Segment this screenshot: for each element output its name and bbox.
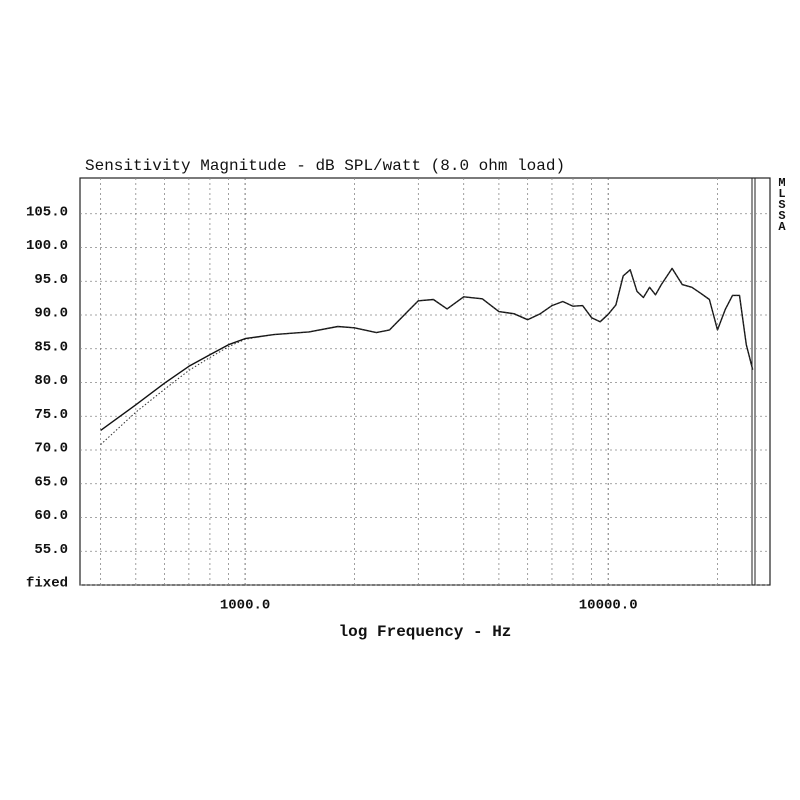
y-tick-label: 55.0: [34, 542, 68, 558]
y-tick-label: 75.0: [34, 407, 68, 423]
y-tick-label: fixed: [26, 576, 68, 592]
chart-title: Sensitivity Magnitude - dB SPL/watt (8.0…: [85, 157, 565, 175]
y-tick-label: 100.0: [26, 238, 68, 254]
y-tick-label: 60.0: [34, 508, 68, 524]
series-line: [100, 267, 754, 445]
series-line: [100, 267, 754, 431]
x-axis-title: log Frequency - Hz: [339, 623, 512, 641]
y-tick-label: 70.0: [34, 441, 68, 457]
y-tick-label: 85.0: [34, 339, 68, 355]
grid: [80, 178, 770, 586]
y-tick-label: 90.0: [34, 306, 68, 322]
series-lines: [100, 267, 754, 445]
y-tick-label: 95.0: [34, 272, 68, 288]
x-tick-label: 1000.0: [220, 598, 270, 614]
y-tick-label: 80.0: [34, 373, 68, 389]
plot-frame: [79, 177, 771, 586]
y-tick-label: 65.0: [34, 474, 68, 490]
y-tick-label: 105.0: [26, 204, 68, 220]
x-tick-label: 10000.0: [579, 598, 638, 614]
